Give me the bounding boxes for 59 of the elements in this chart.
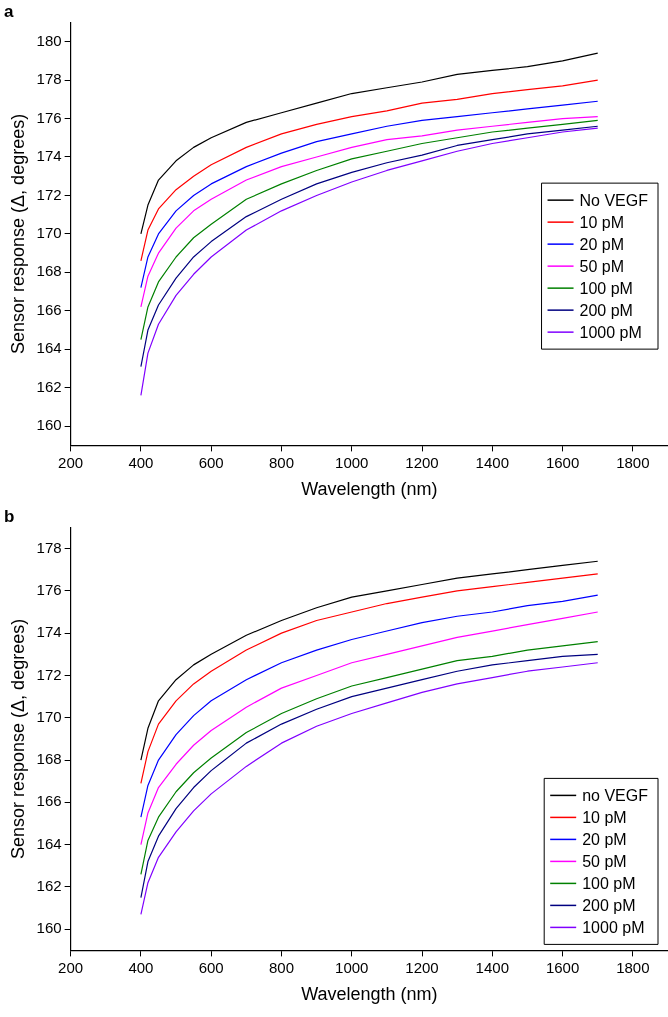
y-tick-label: 172 [36, 665, 62, 683]
legend-label: 10 pM [579, 213, 625, 231]
legend-label: 20 pM [579, 235, 625, 253]
y-axis-title: Sensor response (Δ, degrees) [7, 113, 28, 354]
y-tick-label: 164 [36, 339, 62, 357]
chart-title: b [4, 506, 15, 526]
y-tick-label: 178 [36, 70, 62, 88]
x-axis-title: Wavelength (nm) [301, 984, 438, 1005]
x-tick-label: 1000 [335, 453, 369, 471]
x-tick-label: 1600 [545, 453, 580, 471]
y-tick-label: 180 [36, 31, 62, 49]
y-tick-label: 174 [36, 147, 62, 165]
x-tick-label: 200 [58, 958, 84, 976]
x-tick-label: 1200 [405, 958, 439, 976]
legend-label: 10 pM [582, 808, 627, 826]
y-tick-label: 172 [36, 185, 62, 203]
y-tick-label: 176 [36, 108, 62, 126]
legend-label: 50 pM [582, 852, 627, 870]
y-tick-label: 160 [36, 416, 62, 434]
y-tick-label: 170 [36, 224, 62, 242]
y-tick-label: 176 [36, 580, 62, 598]
y-tick-label: 162 [36, 377, 62, 395]
y-tick-label: 168 [36, 262, 62, 280]
legend-label: 50 pM [579, 257, 625, 275]
y-tick-label: 166 [36, 300, 62, 318]
y-tick-label: 170 [36, 707, 62, 725]
y-tick-label: 166 [36, 792, 62, 810]
y-tick-label: 168 [36, 750, 62, 768]
x-tick-label: 200 [58, 453, 84, 471]
legend-label: no VEGF [582, 786, 649, 804]
y-axis-title: Sensor response (Δ, degrees) [7, 618, 28, 859]
y-tick-label: 162 [36, 877, 62, 895]
y-tick-label: 178 [36, 538, 62, 556]
x-tick-label: 600 [198, 958, 224, 976]
x-axis-title: Wavelength (nm) [301, 479, 438, 500]
legend-label: 100 pM [582, 874, 636, 892]
x-tick-label: 400 [128, 453, 154, 471]
legend-label: 20 pM [582, 830, 627, 848]
y-tick-label: 174 [36, 623, 62, 641]
y-tick-label: 160 [36, 919, 62, 937]
x-tick-label: 1400 [475, 958, 509, 976]
chart-title: a [4, 1, 14, 21]
x-tick-label: 400 [128, 958, 154, 976]
x-tick-label: 800 [268, 453, 294, 471]
legend-label: 1000 pM [582, 918, 645, 936]
x-tick-label: 1600 [545, 958, 580, 976]
legend-label: 1000 pM [579, 323, 642, 341]
legend-label: 200 pM [579, 301, 633, 319]
y-tick-label: 164 [36, 834, 62, 852]
legend-label: 200 pM [582, 896, 636, 914]
x-tick-label: 1400 [475, 453, 509, 471]
x-tick-label: 600 [198, 453, 224, 471]
legend-label: No VEGF [579, 191, 649, 209]
legend-label: 100 pM [579, 279, 633, 297]
x-tick-label: 1800 [616, 958, 650, 976]
x-tick-label: 800 [268, 958, 294, 976]
x-tick-label: 1000 [335, 958, 369, 976]
x-tick-label: 1200 [405, 453, 439, 471]
x-tick-label: 1800 [616, 453, 650, 471]
